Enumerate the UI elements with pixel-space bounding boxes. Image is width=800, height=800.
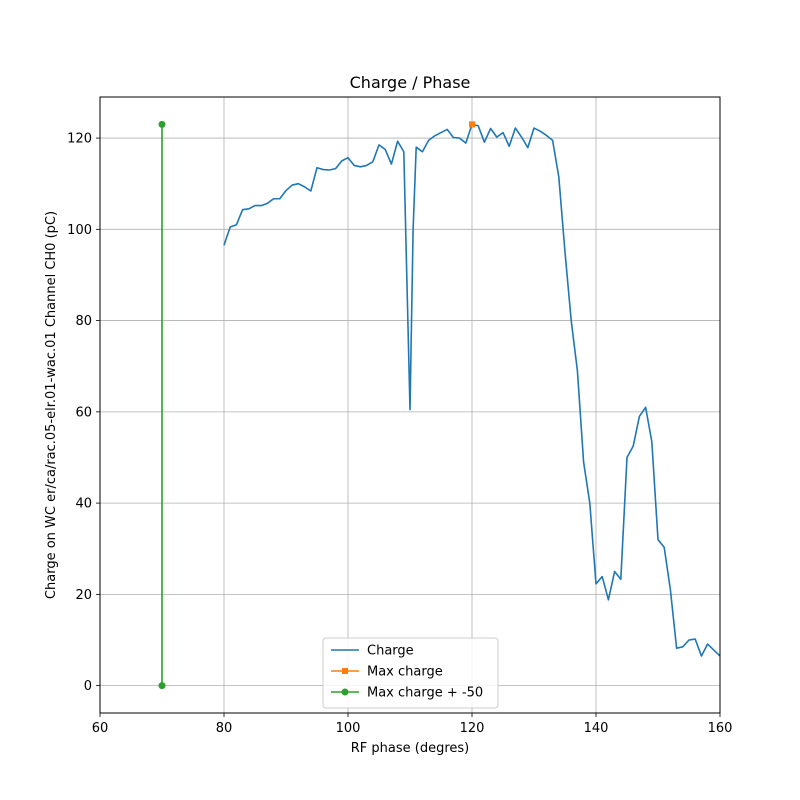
legend-marker [342,668,348,674]
y-axis-label: Charge on WC er/ca/rac.05-elr.01-wac.01 … [44,211,59,599]
data-point [158,682,166,690]
x-tick-label: 160 [708,721,733,736]
series-max-charge-50 [158,120,166,690]
series-layer [158,120,720,690]
legend-label: Max charge [367,665,443,680]
y-tick-label: 20 [75,588,92,603]
chart-title: Charge / Phase [350,73,471,92]
x-tick-label: 100 [336,721,361,736]
y-tick-label: 60 [75,405,92,420]
legend-marker [341,688,349,696]
y-tick-label: 0 [84,679,92,694]
x-axis-label: RF phase (degres) [351,741,469,756]
x-tick-label: 80 [216,721,233,736]
legend-item: Max charge [331,665,443,680]
y-tick-label: 100 [67,223,92,238]
legend-label: Max charge + -50 [367,686,483,701]
legend-label: Charge [367,644,414,659]
legend: Charge Max charge Max charge + -50 [322,637,499,709]
legend-item: Max charge + -50 [331,686,483,701]
y-tick-label: 40 [75,497,92,512]
data-point [158,120,166,128]
x-tick-label: 120 [460,721,485,736]
x-tick-label: 60 [92,721,109,736]
series-line [223,123,720,657]
series-max-charge [469,121,475,128]
y-tick-label: 120 [67,132,92,147]
y-axis-ticks: 0 20 40 60 80 100 120 [67,132,100,694]
data-point [469,121,475,128]
series-charge [223,123,720,657]
legend-box [322,637,499,709]
x-axis-ticks: 60 80 100 120 140 160 [92,713,733,736]
legend-item: Charge [331,644,414,659]
plot-frame [99,96,721,714]
x-tick-label: 140 [584,721,609,736]
y-tick-label: 80 [75,314,92,329]
